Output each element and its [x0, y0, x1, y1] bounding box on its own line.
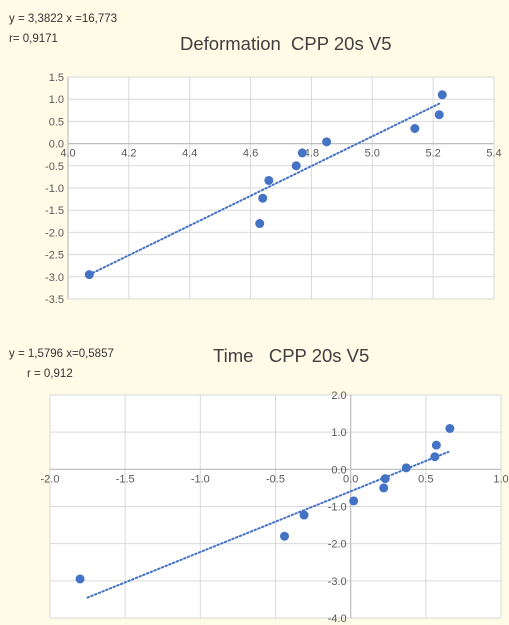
chart2-x-tick-label: 0.5	[418, 473, 433, 485]
chart1-x-tick-label: 4.2	[121, 148, 136, 160]
chart2-y-tick-label: -4.0	[328, 613, 347, 625]
chart2-y-tick-label: 1.0	[331, 427, 346, 439]
chart1-y-tick-label: -1.0	[45, 183, 64, 195]
chart1-x-tick-label: 4.8	[304, 148, 319, 160]
chart1-x-tick-label: 5.2	[425, 148, 440, 160]
chart2-x-tick-label: 0.0	[343, 473, 358, 485]
chart2-y-tick-label: 0.0	[331, 464, 346, 476]
chart2-x-tick-label: 1.0	[493, 473, 508, 485]
chart1-y-tick-label: 1.5	[49, 72, 64, 84]
chart1-r-value: r= 0,9171	[9, 33, 58, 45]
chart1-x-tick-label: 4.0	[60, 148, 75, 160]
chart1-x-tick-label: 5.4	[486, 148, 501, 160]
chart1-x-tick-label: 4.6	[243, 148, 258, 160]
chart1-data-point	[434, 110, 444, 120]
chart2-data-point	[299, 510, 309, 520]
chart1-y-tick-label: 1.0	[49, 94, 64, 106]
chart1-y-tick-label: -1.5	[45, 205, 64, 217]
chart1-plot: 4.0 4.2 4.4 4.6 4.8 5.0 5.2 5.4 1.5 1.0 0.5 0.0 -0.5…	[45, 72, 502, 306]
chart1-y-tick-label: -3.5	[45, 294, 64, 306]
chart1-y-tick-label: -3.0	[45, 272, 64, 284]
chart1-data-point	[264, 175, 274, 185]
chart2-y-tick-label: -1.0	[328, 502, 347, 514]
chart2-data-point	[75, 574, 85, 584]
chart1-x-tick-label: 5.0	[365, 148, 380, 160]
chart2-data-point	[431, 440, 441, 450]
chart1-data-point	[258, 193, 268, 203]
chart2-data-point	[430, 452, 440, 462]
chart2-data-point	[401, 463, 411, 473]
chart1-y-tick-label: 0.0	[49, 139, 64, 151]
chart1-data-point	[291, 161, 301, 171]
chart2-r-value: r = 0,912	[27, 368, 73, 380]
chart1-data-point	[255, 219, 265, 229]
chart1-equation: y = 3,3822 x =16,773	[9, 13, 118, 25]
chart1-title: Deformation CPP 20s V5	[180, 33, 392, 54]
chart2-x-tick-label: -0.5	[266, 473, 285, 485]
chart2-equation: y = 1,5796 x=0,5857	[9, 348, 114, 360]
chart1-y-tick-label: -2.5	[45, 250, 64, 262]
chart2-y-tick-label: -3.0	[328, 576, 347, 588]
chart1-data-point	[322, 137, 332, 147]
chart2-data-point	[379, 483, 389, 493]
chart1-data-point	[84, 270, 94, 280]
chart1-trendline	[88, 102, 441, 276]
chart2-y-tick-label: 2.0	[331, 390, 346, 402]
chart2-y-tick-label: -2.0	[328, 539, 347, 551]
chart2-title: Time CPP 20s V5	[213, 345, 370, 366]
chart2-data-point	[349, 496, 359, 506]
chart1-y-tick-label: -2.0	[45, 227, 64, 239]
chart2-x-tick-label: -2.0	[41, 473, 60, 485]
chart1-y-tick-label: 0.5	[49, 116, 64, 128]
chart2-data-point	[280, 531, 290, 541]
chart1-y-tick-label: -0.5	[45, 161, 64, 173]
chart1-data-point	[410, 124, 420, 134]
chart2-data-point	[445, 423, 455, 433]
chart1-data-point	[437, 90, 447, 100]
chart1-x-tick-label: 4.4	[182, 148, 197, 160]
chart2-x-tick-label: -1.5	[116, 473, 135, 485]
chart2-x-tick-label: -1.0	[191, 473, 210, 485]
chart1-data-point	[297, 148, 307, 158]
chart2-data-point	[380, 474, 390, 484]
